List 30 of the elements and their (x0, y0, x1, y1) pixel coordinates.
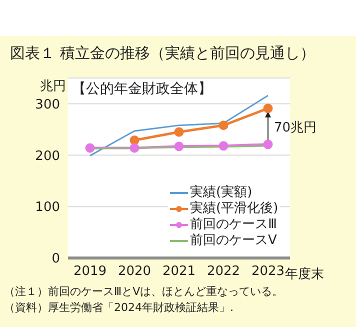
point (263, 140, 273, 150)
y-tick-label: 300 (35, 97, 60, 112)
legend-label: 実績(平滑化後) (190, 201, 278, 217)
point (130, 135, 140, 145)
point (85, 143, 95, 153)
annotation: 70兆円 (274, 120, 317, 136)
x-tick-label: 2019 (73, 264, 107, 280)
legend-label: 前回のケースⅤ (190, 233, 277, 249)
x-tick-label: 2023 (251, 264, 285, 280)
x-tick-label: 2021 (162, 264, 196, 280)
x-tick-label: 2020 (118, 264, 152, 280)
x-axis-title: 年度末 (285, 267, 324, 283)
point (130, 143, 140, 153)
point (263, 104, 273, 114)
y-tick-label: 200 (35, 148, 60, 164)
point (218, 141, 228, 151)
text: （注１）前回のケースⅢとⅤは、ほとんど重なっている。 (4, 284, 284, 300)
y-tick-label: 0 (52, 252, 60, 267)
text: （資料）厚生労働省「2024年財政検証結果」. (4, 300, 234, 316)
legend-label: 前回のケースⅢ (190, 217, 277, 233)
point (218, 120, 228, 130)
line-series (89, 94, 269, 156)
chart-subtitle: 【公的年金財政全体】 (72, 80, 212, 98)
x-tick-label: 2022 (206, 264, 240, 280)
y-axis-title: 兆円 (40, 78, 66, 95)
y-tick-label: 100 (35, 200, 60, 216)
legend-label: 実績(実額) (190, 185, 252, 201)
point (174, 127, 184, 137)
chart-title: 図表１ 積立金の推移（実績と前回の見通し） (10, 44, 315, 63)
point (174, 142, 184, 152)
